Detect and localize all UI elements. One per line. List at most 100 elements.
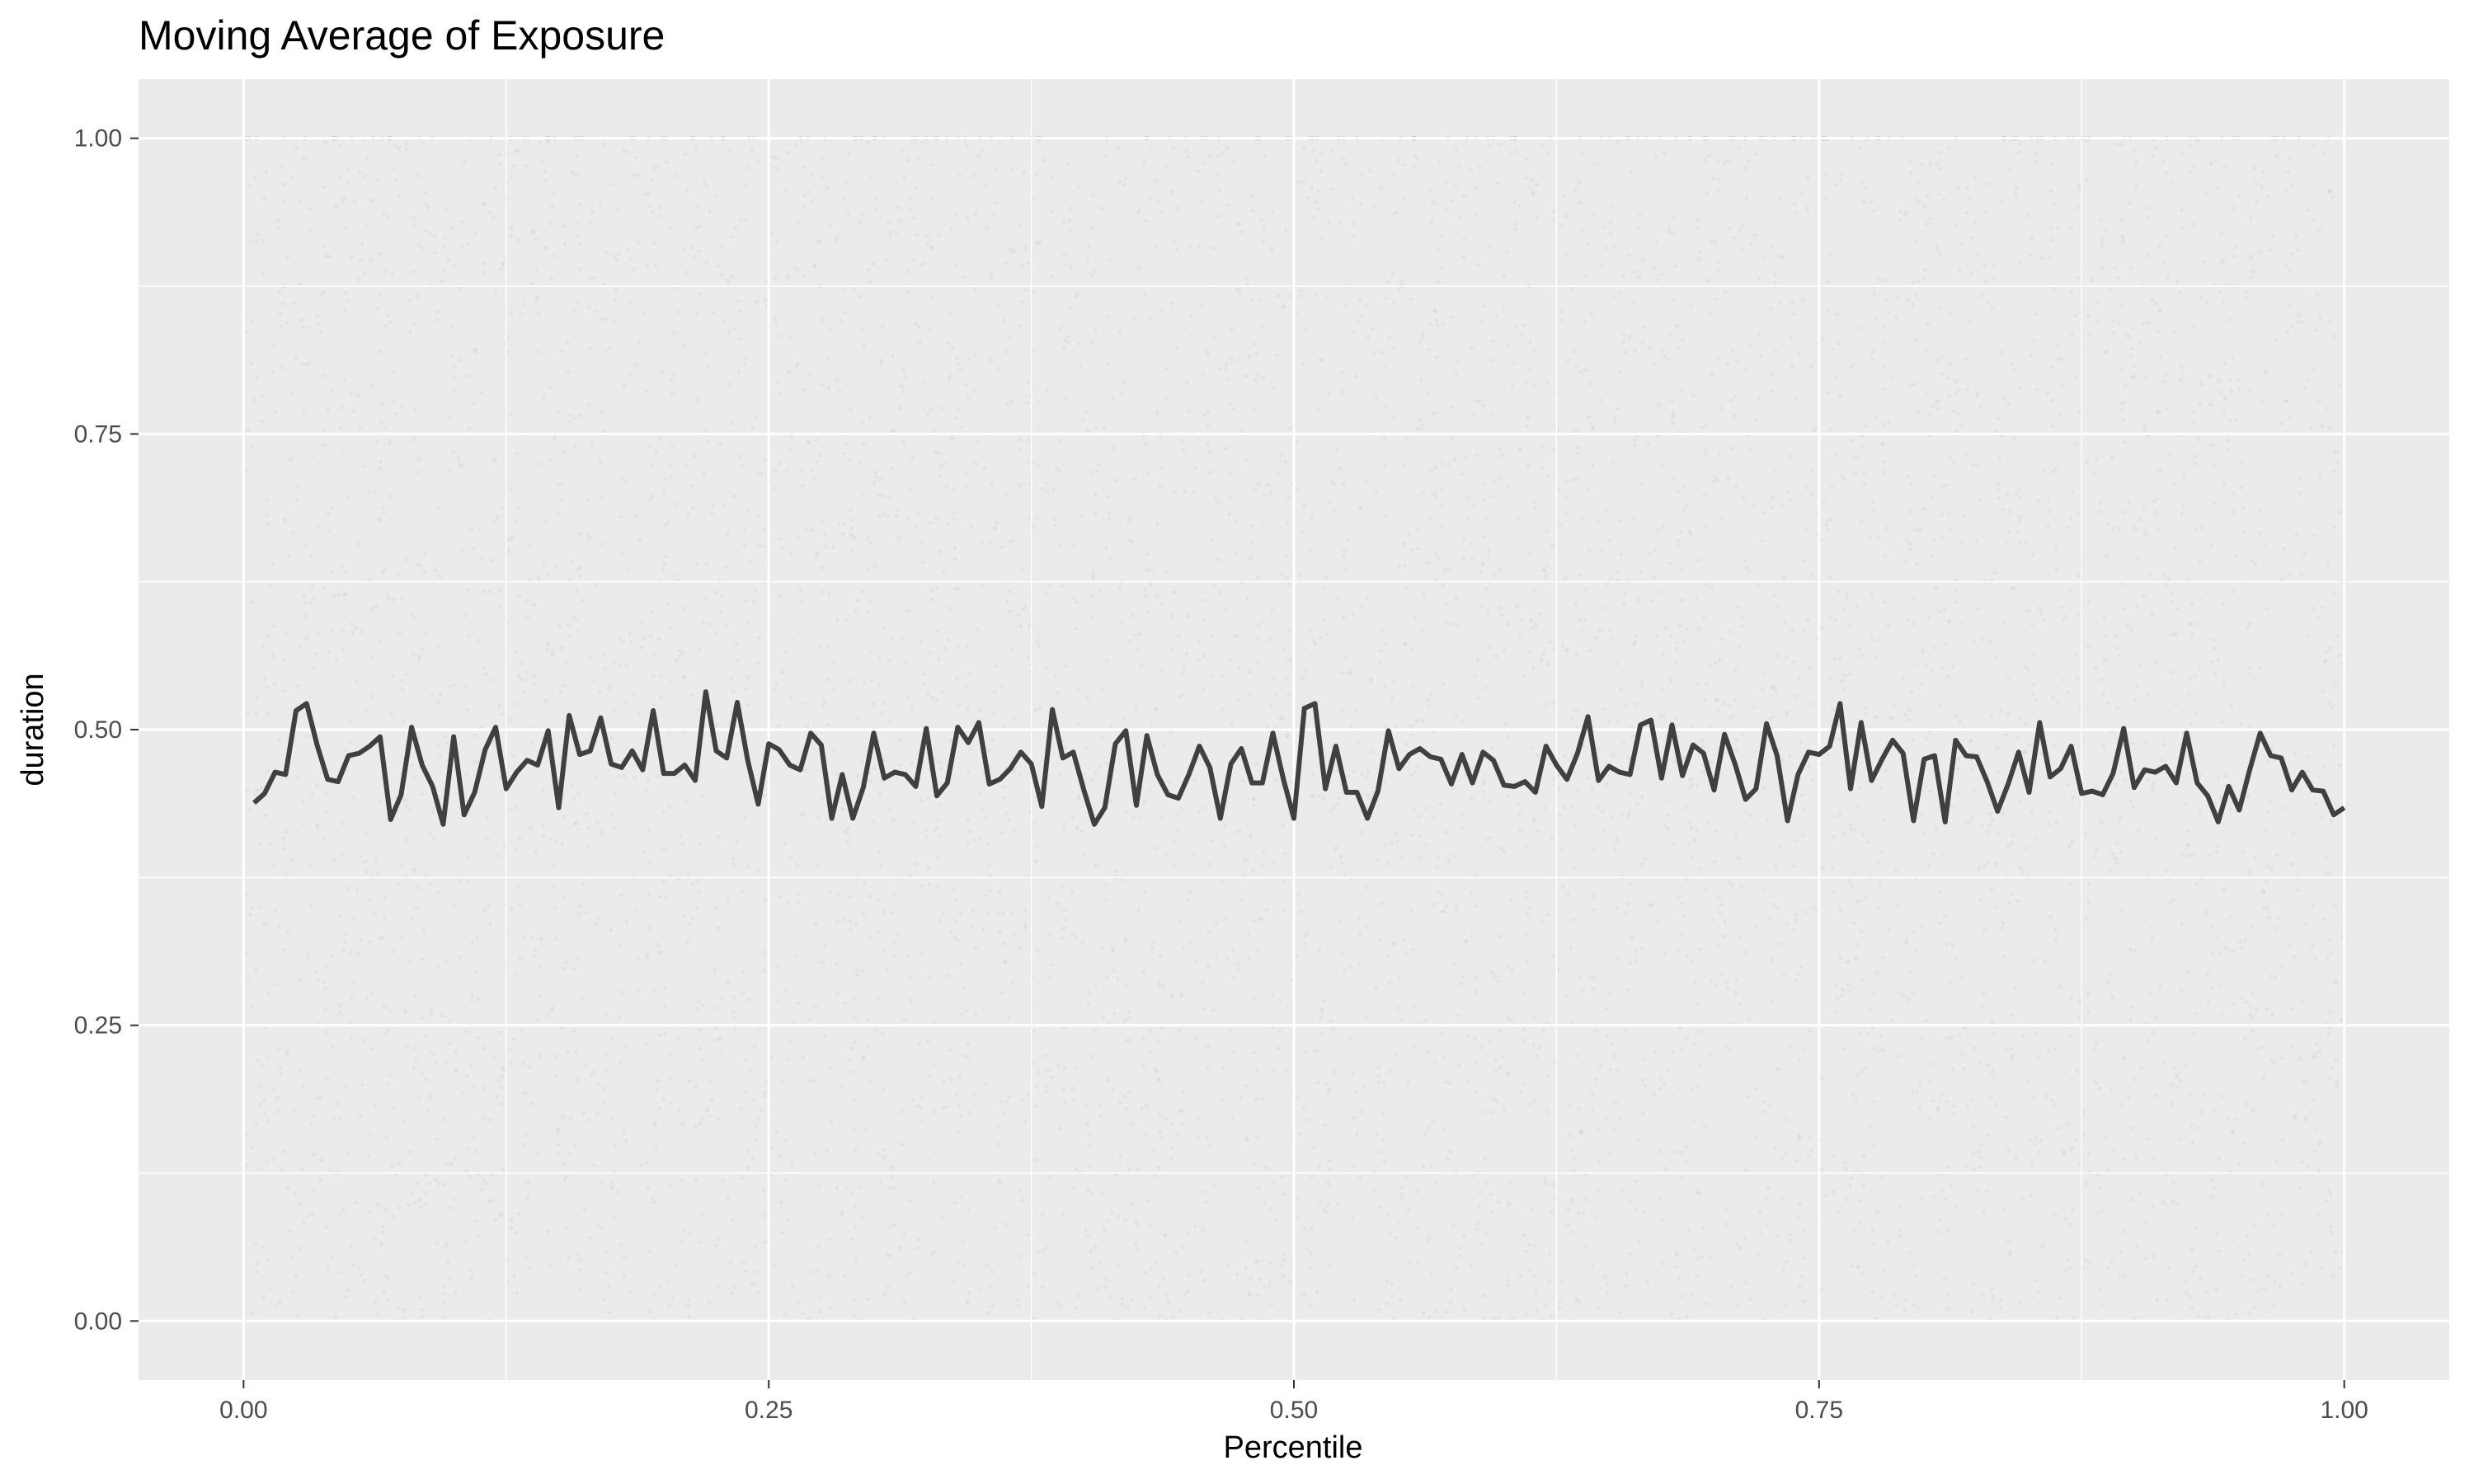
scatter-point [1782, 620, 1787, 624]
scatter-point [1338, 466, 1343, 471]
scatter-point [887, 1185, 891, 1190]
scatter-point [1252, 1050, 1256, 1055]
scatter-point [393, 411, 398, 416]
scatter-point [1409, 833, 1414, 838]
scatter-point [1007, 1094, 1012, 1099]
scatter-point [2076, 511, 2080, 516]
scatter-point [1110, 1210, 1115, 1215]
scatter-point [1524, 890, 1529, 895]
scatter-point [952, 1279, 957, 1284]
scatter-point [1338, 670, 1343, 675]
scatter-point [1296, 891, 1300, 896]
scatter-point [890, 1164, 895, 1169]
scatter-point [1441, 502, 1445, 507]
scatter-point [1510, 968, 1515, 973]
scatter-point [1635, 1138, 1640, 1143]
scatter-point [2144, 533, 2149, 538]
scatter-point [1421, 1311, 1426, 1315]
scatter-point [1235, 634, 1239, 639]
scatter-point [1717, 177, 1722, 182]
scatter-point [759, 1109, 764, 1114]
scatter-point [1700, 425, 1705, 430]
scatter-point [2210, 1177, 2215, 1182]
scatter-point [396, 1306, 401, 1311]
scatter-point [1571, 350, 1576, 355]
scatter-point [2248, 1277, 2253, 1282]
scatter-point [2175, 279, 2179, 284]
scatter-point [1712, 860, 1717, 865]
scatter-point [1964, 357, 1968, 362]
scatter-point [922, 681, 927, 686]
scatter-point [1715, 188, 1720, 193]
scatter-point [1569, 1148, 1574, 1153]
scatter-point [1794, 912, 1799, 917]
scatter-point [1094, 511, 1098, 516]
scatter-point [800, 1312, 805, 1317]
scatter-point [1071, 1186, 1076, 1190]
scatter-point [1089, 1054, 1094, 1059]
scatter-point [812, 477, 817, 482]
scatter-point [888, 1253, 892, 1258]
scatter-point [397, 1162, 402, 1167]
scatter-point [999, 1100, 1003, 1104]
scatter-point [363, 174, 368, 179]
scatter-point [318, 1177, 323, 1182]
scatter-point [397, 1206, 402, 1211]
scatter-point [2162, 572, 2167, 577]
scatter-point [2161, 378, 2166, 383]
scatter-point [718, 1049, 723, 1053]
scatter-point [1282, 1192, 1287, 1197]
scatter-point [1470, 1263, 1475, 1268]
scatter-point [1850, 1264, 1855, 1269]
scatter-point [1971, 1167, 1976, 1172]
scatter-point [952, 556, 957, 561]
scatter-point [412, 775, 416, 780]
scatter-point [2265, 1274, 2270, 1279]
scatter-point [1105, 659, 1110, 664]
scatter-point [1141, 1064, 1145, 1068]
scatter-point [1677, 1276, 1681, 1281]
scatter-point [483, 672, 488, 677]
scatter-point [1276, 294, 1280, 298]
scatter-point [810, 200, 815, 204]
scatter-point [568, 1117, 573, 1121]
scatter-point [831, 748, 835, 753]
scatter-point [564, 960, 569, 965]
scatter-point [1197, 658, 1201, 663]
scatter-point [1640, 679, 1645, 684]
scatter-point [1169, 730, 1174, 735]
scatter-point [1628, 881, 1633, 886]
scatter-point [1112, 1012, 1117, 1016]
scatter-point [2280, 1056, 2285, 1061]
scatter-point [1091, 575, 1096, 580]
scatter-point [1365, 885, 1370, 890]
scatter-point [633, 775, 637, 780]
scatter-point [956, 702, 961, 707]
scatter-point [2152, 782, 2157, 787]
scatter-point [1956, 791, 1961, 796]
scatter-point [1971, 1151, 1976, 1156]
scatter-point [786, 273, 790, 278]
scatter-point [304, 636, 309, 641]
scatter-point [1415, 764, 1420, 769]
scatter-point [1958, 720, 1963, 725]
scatter-point [1428, 515, 1433, 520]
scatter-point [2232, 948, 2237, 953]
scatter-point [860, 211, 865, 216]
scatter-point [1499, 613, 1504, 618]
scatter-point [593, 582, 598, 587]
scatter-point [1310, 653, 1315, 658]
scatter-point [432, 251, 437, 256]
scatter-point [376, 871, 381, 876]
scatter-point [806, 190, 811, 195]
scatter-point [1581, 517, 1586, 522]
scatter-point [1586, 487, 1591, 492]
scatter-point [507, 807, 512, 812]
scatter-point [639, 1163, 644, 1168]
scatter-point [896, 405, 901, 410]
scatter-point [1602, 1275, 1607, 1280]
scatter-point [270, 1087, 275, 1092]
scatter-point [857, 219, 862, 224]
scatter-point [1603, 508, 1608, 513]
scatter-point [1577, 180, 1582, 185]
